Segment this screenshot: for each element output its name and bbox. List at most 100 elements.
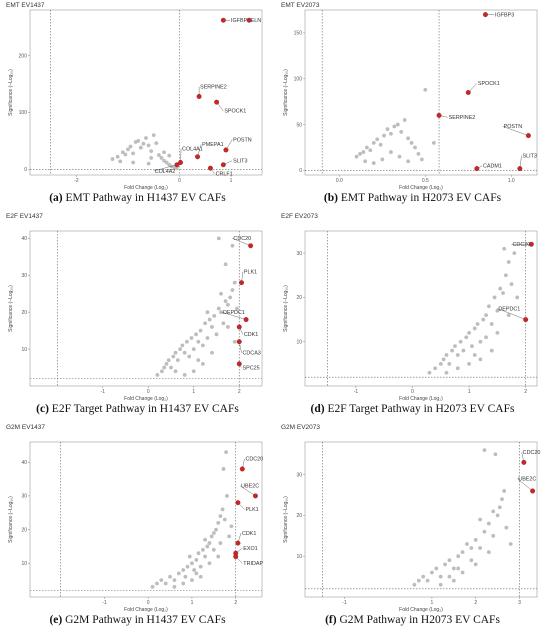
x-tick-label: 0 [147,600,150,606]
grey-point [503,273,508,278]
grey-point [230,288,235,292]
gene-label: DEPDC1 [223,310,245,316]
x-tick-label: 2 [238,389,241,395]
gene-label: CDC20 [513,242,531,248]
grey-point [504,525,509,530]
highlight-point [233,554,239,560]
grey-point [486,521,491,526]
grey-point [214,527,218,532]
plot-frame [29,441,263,598]
grey-point [150,584,155,589]
x-axis-label: Fold Change (Log₂) [124,185,168,191]
grey-point [378,142,383,147]
y-axis-label: Significance (−Log₁₀) [8,285,14,332]
grey-point [456,566,461,571]
highlight-point [196,94,202,99]
caption-a-letter: (a) [49,192,63,204]
caption-b-text: EMT Pathway in H2073 EV CAFs [340,192,502,204]
grey-point [162,150,166,155]
label-leader [221,311,247,320]
y-tick-label: 30 [21,273,27,279]
highlight-point [174,162,180,168]
grey-point [173,350,178,355]
grey-point [371,141,376,145]
grey-point [183,574,188,579]
grey-point [500,497,504,502]
highlight-point [530,488,536,494]
caption-d: (d) E2F Target Pathway in H2073 EV CAFs [275,403,550,415]
y-tick-label: 200 [19,53,28,59]
label-leader [502,126,529,136]
grey-point [227,534,232,539]
grey-point [131,151,136,156]
highlight-point [220,17,226,23]
grey-point [506,313,511,318]
x-tick-label: -1 [354,389,359,395]
grey-point [151,133,156,138]
x-tick-label: 1 [230,178,233,184]
grey-point [166,358,171,363]
x-tick-label: -1 [101,389,106,395]
chart-c: E2F EV1437 -1 0 1 2 10 20 30 40 Fold Change (Log₂… [6,213,263,402]
grey-point [219,291,223,296]
grey-point [159,578,164,583]
grey-point [498,286,503,291]
grey-point [421,574,426,579]
gene-label: PLK1 [244,269,257,275]
grey-point [169,365,173,370]
gene-label: POSTN [233,138,252,144]
grey-point [380,157,385,162]
grey-point [205,310,210,315]
highlight-point [178,160,183,165]
highlight-point [523,317,529,323]
grey-point [509,282,514,287]
grey-point [450,348,455,353]
grey-point [126,147,130,152]
grey-point [382,133,386,138]
grey-point [155,581,159,586]
x-tick-label: 2 [234,600,237,606]
grey-point [419,157,424,162]
grey-point [487,304,491,309]
grey-point [164,361,169,366]
grey-point [219,310,223,315]
gene-label: CADM1 [483,164,502,170]
panel-a: EMT EV1437 -2 0 1 0 100 200 Fold Change (Log₂) S… [0,0,275,211]
grey-point [406,159,411,164]
x-tick-label: 2 [474,600,477,606]
grey-point [433,366,438,371]
grey-point [413,145,417,150]
chart-title: EMT EV1437 [6,2,45,9]
caption-b-letter: (b) [323,192,338,204]
caption-a-text: EMT Pathway in H1437 EV CAFs [65,192,226,204]
caption-f: (f) G2M Pathway in H2073 EV CAFs [275,614,550,626]
gene-label: CDC20 [233,236,251,242]
grey-point [192,568,197,572]
x-tick-label: 0.0 [336,178,343,184]
panel-e: G2M EV1437 -1 0 1 2 10 20 30 40 Fold Change (Log₂… [0,422,275,633]
grey-point [492,295,497,300]
caption-e-letter: (e) [49,614,63,626]
chart-a: EMT EV1437 -2 0 1 0 100 200 Fold Change (Log₂) S… [6,2,263,191]
x-tick-label: -2 [74,178,79,184]
grey-point [163,581,168,586]
plot-frame [304,230,538,387]
grey-point [110,157,115,161]
grey-point [472,326,477,331]
grey-point [181,568,186,572]
grey-point [205,336,210,340]
chart-f: G2M EV2073 -1 1 2 3 10 20 30 Fold Change (Log₂) S… [281,424,540,613]
grey-point [482,448,487,453]
plot-frame [29,230,263,387]
grey-point [182,373,187,377]
grey-point [225,494,229,498]
grey-point [464,335,469,340]
grey-point [207,317,212,322]
gene-label: CDC20 [245,457,263,463]
x-tick-label: 3 [518,600,521,606]
grey-point [194,332,198,337]
caption-a: (a) EMT Pathway in H1437 EV CAFs [0,192,275,204]
grey-point [385,127,390,132]
grey-point [354,154,359,159]
grey-point [200,343,205,348]
